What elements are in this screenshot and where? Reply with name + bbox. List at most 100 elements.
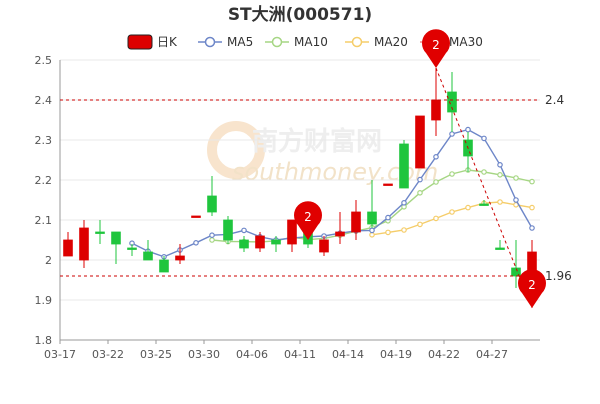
candle-body <box>223 219 233 241</box>
legend-item: MA20 <box>345 35 408 49</box>
watermark-text-cn: 南方财富网 <box>252 126 382 157</box>
candle-body <box>159 259 169 273</box>
ma5-point <box>401 200 407 206</box>
candle <box>175 244 185 264</box>
y-tick-label: 2.4 <box>35 94 53 107</box>
legend-swatch-point <box>204 36 216 48</box>
candle-body <box>271 239 281 245</box>
legend-label: MA20 <box>374 35 408 49</box>
candle-body <box>431 99 441 121</box>
pin-label: 2 <box>528 278 536 292</box>
ma20-point <box>465 204 471 211</box>
candle-body <box>143 251 153 261</box>
ma10-point <box>513 175 519 181</box>
candle-body <box>79 227 89 261</box>
x-tick-label: 03-17 <box>44 348 76 361</box>
y-tick-label: 2.1 <box>35 214 53 227</box>
reference-label: 1.96 <box>545 269 572 283</box>
reference-label: 2.4 <box>545 93 564 107</box>
reference-lines: 2.4 1.96 <box>60 67 572 309</box>
candle <box>207 176 217 216</box>
pin-icon <box>518 269 546 308</box>
x-tick-label: 03-25 <box>140 348 172 361</box>
legend-swatch-point <box>351 36 363 48</box>
candle <box>463 132 473 172</box>
grid <box>60 59 540 341</box>
candle <box>335 212 345 244</box>
pin-marker: 2 <box>422 29 451 69</box>
candle-body <box>447 91 457 113</box>
ma5-point <box>241 227 247 234</box>
candle <box>159 256 169 273</box>
candle-body <box>415 115 425 169</box>
candle <box>127 244 137 256</box>
high-low-connector <box>435 67 533 309</box>
pin-label: 2 <box>304 210 312 224</box>
candle-body <box>367 211 377 225</box>
ma5-point <box>529 225 535 231</box>
candle <box>415 115 425 169</box>
ma10-point <box>433 179 439 185</box>
pin-icon <box>294 201 323 240</box>
legend-label: MA10 <box>294 35 328 49</box>
y-tick-label: 2.2 <box>35 174 53 187</box>
pin-icon <box>422 29 451 69</box>
ma5-point <box>369 227 375 234</box>
ma20-point <box>417 221 423 228</box>
ma5-point <box>513 197 519 203</box>
candle <box>383 183 393 186</box>
ma20-point <box>385 229 391 236</box>
legend-label: MA30 <box>449 35 483 49</box>
ma5-point <box>193 240 199 246</box>
y-tick-label: 2.3 <box>35 134 53 147</box>
candle <box>111 231 121 264</box>
x-tick-label: 04-19 <box>380 348 412 361</box>
x-tick-label: 04-14 <box>332 348 364 361</box>
candle <box>495 240 505 250</box>
candles <box>63 68 537 308</box>
candle-body <box>207 195 217 213</box>
candle <box>223 216 233 244</box>
ma5-point <box>433 154 439 160</box>
ma5-point <box>465 126 471 133</box>
candle-body <box>351 211 361 233</box>
candle <box>255 232 265 252</box>
legend-label: MA5 <box>227 35 253 49</box>
candle <box>399 140 409 189</box>
x-tick-label: 04-06 <box>236 348 268 361</box>
ma20-point <box>529 204 535 211</box>
legend-item: 日K <box>127 34 178 50</box>
x-tick-label: 04-11 <box>284 348 316 361</box>
candle <box>95 220 105 244</box>
ma10-point <box>417 190 423 196</box>
candle-body <box>255 235 265 249</box>
candle-body <box>383 183 393 186</box>
ma5-point <box>449 131 455 137</box>
candle <box>319 236 329 256</box>
legend-label: 日K <box>157 35 178 49</box>
candle <box>447 72 457 132</box>
ma5-point <box>385 214 391 221</box>
candle-body <box>239 239 249 249</box>
candle <box>367 180 377 228</box>
x-tick-label: 04-22 <box>428 348 460 361</box>
x-tick-label: 04-27 <box>476 348 508 361</box>
watermark-logo-icon <box>207 121 265 179</box>
candle-body <box>111 231 121 245</box>
y-axis: 1.8 1.9 2 2.1 2.2 2.3 2.4 2.5 <box>35 54 61 347</box>
candle-body <box>95 231 105 234</box>
candle <box>479 200 489 206</box>
candle <box>191 215 201 218</box>
y-tick-label: 1.9 <box>35 294 53 307</box>
ma10-point <box>209 237 215 243</box>
legend-swatch-candle <box>127 34 153 50</box>
candle-body <box>191 215 201 218</box>
candle <box>287 219 297 252</box>
y-tick-label: 1.8 <box>35 334 53 347</box>
candle-body <box>479 203 489 206</box>
candle-body <box>399 143 409 189</box>
pin-label: 2 <box>432 38 440 52</box>
markers: 2 2 2 <box>294 29 546 308</box>
